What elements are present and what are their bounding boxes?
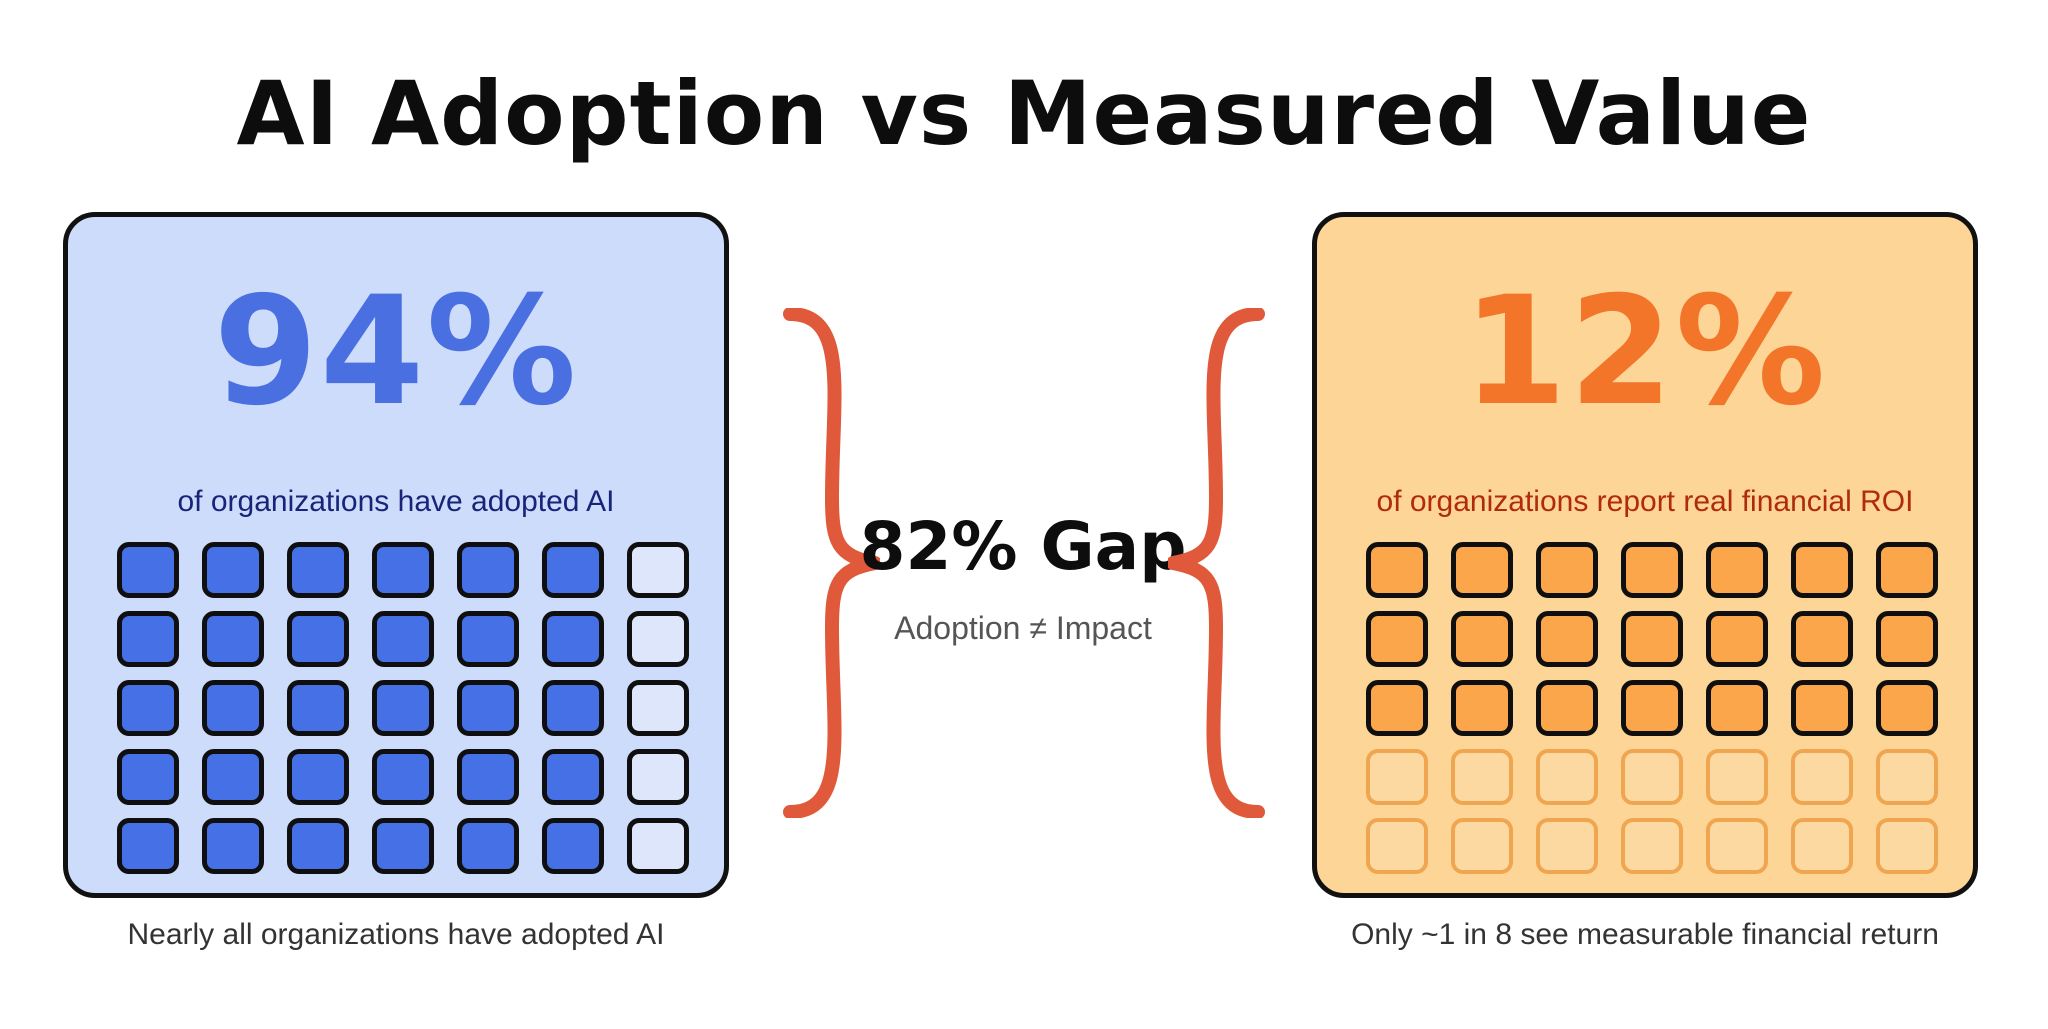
roi-waffle-cell [1706,818,1768,874]
adoption-waffle-cell [457,749,519,805]
adoption-panel: 94% of organizations have adopted AI [63,212,729,898]
roi-waffle-cell [1536,680,1598,736]
roi-panel: 12% of organizations report real financi… [1312,212,1978,898]
adoption-percent: 94% [213,265,579,439]
roi-waffle-cell [1621,680,1683,736]
adoption-waffle-cell [627,611,689,667]
adoption-caption: Nearly all organizations have adopted AI [127,918,665,951]
roi-waffle-cell [1706,749,1768,805]
left-curly-brace-icon [1168,308,1265,818]
roi-waffle-cell [1451,542,1513,598]
adoption-waffle-cell [287,818,349,874]
roi-waffle-cell [1451,680,1513,736]
adoption-waffle-cell [627,818,689,874]
adoption-waffle-cell [542,818,604,874]
adoption-waffle-cell [287,542,349,598]
adoption-waffle-cell [457,818,519,874]
roi-waffle-cell [1876,542,1938,598]
adoption-waffle-cell [627,749,689,805]
adoption-waffle-cell [287,611,349,667]
adoption-waffle-cell [457,680,519,736]
adoption-waffle-cell [287,749,349,805]
roi-waffle-cell [1621,749,1683,805]
adoption-waffle-cell [117,818,179,874]
roi-waffle-cell [1791,542,1853,598]
roi-waffle-cell [1876,611,1938,667]
roi-waffle-cell [1621,542,1683,598]
roi-waffle-grid [1366,542,1938,874]
roi-waffle-cell [1536,818,1598,874]
adoption-waffle-cell [372,818,434,874]
adoption-waffle-cell [202,749,264,805]
roi-waffle-cell [1876,680,1938,736]
page-title: AI Adoption vs Measured Value [236,62,1812,165]
adoption-label: of organizations have adopted AI [177,485,615,518]
adoption-waffle-cell [372,542,434,598]
roi-waffle-cell [1366,611,1428,667]
roi-percent: 12% [1462,265,1828,439]
adoption-waffle-cell [117,611,179,667]
roi-waffle-cell [1451,749,1513,805]
roi-waffle-cell [1706,611,1768,667]
roi-waffle-cell [1621,818,1683,874]
roi-waffle-cell [1791,611,1853,667]
adoption-waffle-cell [542,680,604,736]
adoption-waffle-cell [457,542,519,598]
adoption-waffle-cell [117,542,179,598]
adoption-waffle-cell [372,680,434,736]
adoption-waffle-cell [542,542,604,598]
roi-waffle-cell [1366,542,1428,598]
roi-waffle-cell [1876,818,1938,874]
roi-waffle-cell [1791,818,1853,874]
gap-subtitle: Adoption ≠ Impact [894,610,1152,646]
adoption-waffle-cell [287,680,349,736]
adoption-waffle-cell [117,680,179,736]
adoption-waffle-cell [457,611,519,667]
adoption-waffle-cell [542,749,604,805]
roi-label: of organizations report real financial R… [1376,485,1914,518]
roi-waffle-cell [1366,680,1428,736]
adoption-waffle-cell [372,749,434,805]
roi-waffle-cell [1706,680,1768,736]
adoption-waffle-cell [202,611,264,667]
roi-waffle-cell [1451,818,1513,874]
roi-waffle-cell [1366,818,1428,874]
roi-waffle-cell [1536,749,1598,805]
roi-waffle-cell [1366,749,1428,805]
adoption-waffle-cell [372,611,434,667]
roi-waffle-cell [1536,611,1598,667]
gap-title: 82% Gap [859,508,1187,585]
adoption-waffle-cell [117,749,179,805]
roi-waffle-cell [1451,611,1513,667]
roi-waffle-cell [1536,542,1598,598]
adoption-waffle-grid [117,542,689,874]
right-curly-brace-icon [783,308,880,818]
roi-caption: Only ~1 in 8 see measurable financial re… [1351,918,1939,951]
brace-right-path [1168,308,1265,818]
adoption-waffle-cell [202,680,264,736]
adoption-waffle-cell [627,680,689,736]
brace-left-path [783,308,880,818]
adoption-waffle-cell [542,611,604,667]
roi-waffle-cell [1791,749,1853,805]
roi-waffle-cell [1621,611,1683,667]
roi-waffle-cell [1791,680,1853,736]
adoption-waffle-cell [627,542,689,598]
roi-waffle-cell [1876,749,1938,805]
roi-waffle-cell [1706,542,1768,598]
adoption-waffle-cell [202,818,264,874]
adoption-waffle-cell [202,542,264,598]
